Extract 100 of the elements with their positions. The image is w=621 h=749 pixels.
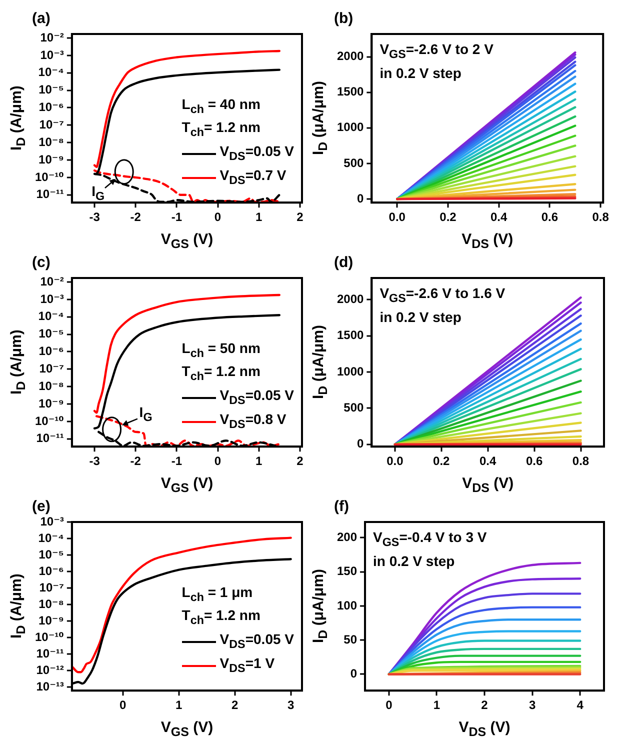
y-tick-label: 10⁻⁵ xyxy=(38,547,64,562)
annotation: T$_{ch}$= 1.2 nm xyxy=(182,606,262,630)
y-tick-label: 1500 xyxy=(336,84,364,99)
chart-title: (b) xyxy=(334,10,354,28)
annotation: L$_{ch}$ = 50 nm xyxy=(182,338,262,362)
x-tick-label: -1 xyxy=(171,210,182,224)
annotation: L$_{ch}$ = 1 μm xyxy=(182,582,254,606)
x-tick-label: 0 xyxy=(214,454,222,468)
x-tick-label: -1 xyxy=(171,454,182,468)
x-tick-label: 0.2 xyxy=(433,454,450,468)
chart-title: (d) xyxy=(334,254,354,272)
chart-title: (e) xyxy=(32,498,50,516)
y-tick-label: 10⁻³ xyxy=(40,292,64,306)
x-axis-title: V$_{GS}$ (V) xyxy=(160,474,214,497)
x-tick-label: 0.8 xyxy=(592,210,610,224)
annotation: L$_{ch}$ = 40 nm xyxy=(182,94,262,118)
x-tick-label: 3 xyxy=(528,698,536,712)
x-tick-label: 1 xyxy=(256,210,263,224)
x-tick-label: 1 xyxy=(256,454,263,468)
annotation: in 0.2 V step xyxy=(380,308,462,327)
legend-label: V$_{DS}$=0.7 V xyxy=(220,166,286,189)
x-tick-label: 1 xyxy=(433,698,440,712)
x-tick-label: 0.8 xyxy=(572,454,590,468)
y-tick-label: 0 xyxy=(350,666,358,681)
x-tick-label: 0 xyxy=(120,698,127,712)
x-tick-label: 4 xyxy=(576,698,584,712)
y-tick-label: 10⁻⁵ xyxy=(38,326,64,341)
annotation: in 0.2 V step xyxy=(373,552,456,571)
annotation: V$_{GS}$=-2.6 V to 2 V xyxy=(380,40,494,63)
y-tick-label: 2000 xyxy=(336,49,364,64)
y-tick-label: 10⁻³ xyxy=(40,514,64,528)
annotation: I$_{G}$ xyxy=(92,182,105,205)
annotation: T$_{ch}$= 1.2 nm xyxy=(182,362,262,386)
y-tick-label: 200 xyxy=(336,530,358,544)
x-axis-title: V$_{GS}$ (V) xyxy=(160,230,214,253)
y-tick-label: 10⁻⁴ xyxy=(38,530,64,545)
y-tick-label: 0 xyxy=(357,191,364,206)
y-tick-label: 10⁻⁹ xyxy=(38,152,64,166)
x-tick-label: 0.0 xyxy=(388,210,406,224)
y-tick-label: 10⁻⁹ xyxy=(38,396,64,410)
annotation: V$_{GS}$=-2.6 V to 1.6 V xyxy=(380,284,506,307)
legend-label: V$_{DS}$=0.05 V xyxy=(220,142,294,166)
x-tick-label: 0 xyxy=(386,698,393,712)
y-tick-label: 100 xyxy=(336,598,358,612)
x-tick-label: 2 xyxy=(481,698,488,712)
x-axis-title: V$_{GS}$ (V) xyxy=(160,718,214,741)
x-tick-label: -2 xyxy=(130,210,142,224)
y-tick-label: 10⁻⁸ xyxy=(38,134,64,149)
y-tick-label: 10⁻¹⁰ xyxy=(34,414,64,428)
y-tick-label: 10⁻³ xyxy=(40,48,64,62)
y-tick-label: 10⁻⁷ xyxy=(39,580,64,594)
x-axis-title: V$_{DS}$ (V) xyxy=(462,230,514,253)
legend-label: V$_{DS}$=0.05 V xyxy=(220,386,294,410)
y-tick-label: 1000 xyxy=(336,364,364,378)
y-tick-label: 500 xyxy=(344,400,364,415)
y-tick-label: 10⁻⁴ xyxy=(38,65,64,80)
y-tick-label: 10⁻¹² xyxy=(36,662,64,677)
x-tick-label: -2 xyxy=(130,454,142,468)
y-tick-label: 500 xyxy=(344,156,364,170)
x-tick-label: 0.4 xyxy=(480,454,497,468)
annotation: V$_{GS}$=-0.4 V to 3 V xyxy=(373,528,487,551)
x-tick-label: 0.2 xyxy=(440,210,457,224)
legend-label: V$_{DS}$=0.8 V xyxy=(220,410,286,433)
y-tick-label: 10⁻⁶ xyxy=(38,564,64,578)
annotation: T$_{ch}$= 1.2 nm xyxy=(182,118,262,142)
y-tick-label: 10⁻⁸ xyxy=(38,596,64,611)
y-tick-label: 10⁻⁷ xyxy=(39,117,64,132)
x-tick-label: 2 xyxy=(231,698,238,712)
y-tick-label: 10⁻⁶ xyxy=(38,100,64,114)
annotation: in 0.2 V step xyxy=(380,64,462,83)
y-tick-label: 10⁻¹³ xyxy=(36,679,64,694)
x-tick-label: 0 xyxy=(214,210,222,224)
legend-label: V$_{DS}$=1 V xyxy=(220,654,275,677)
chart-title: (c) xyxy=(32,254,50,272)
y-tick-label: 150 xyxy=(336,564,358,578)
y-tick-label: 10⁻⁴ xyxy=(38,309,64,324)
y-tick-label: 10⁻² xyxy=(40,30,64,44)
chart-title: (a) xyxy=(32,10,50,28)
y-tick-label: 0 xyxy=(357,436,364,451)
y-tick-label: 10⁻¹¹ xyxy=(36,646,64,660)
x-tick-label: 0.0 xyxy=(386,454,404,468)
x-tick-label: -3 xyxy=(89,454,100,468)
y-tick-label: 10⁻¹¹ xyxy=(36,187,64,202)
y-tick-label: 10⁻⁶ xyxy=(38,344,64,358)
y-tick-label: 10⁻¹⁰ xyxy=(34,170,64,184)
x-tick-label: -3 xyxy=(89,210,100,224)
y-tick-label: 10⁻⁹ xyxy=(38,613,64,628)
y-tick-label: 10⁻¹¹ xyxy=(36,431,64,446)
y-tick-label: 10⁻⁸ xyxy=(38,378,64,393)
annotation: I$_{G}$ xyxy=(139,403,152,426)
y-tick-label: 10⁻⁷ xyxy=(39,361,64,376)
x-tick-label: 0.6 xyxy=(541,210,558,224)
legend-label: V$_{DS}$=0.05 V xyxy=(220,630,294,654)
y-tick-label: 1000 xyxy=(336,120,364,134)
y-tick-label: 10⁻⁵ xyxy=(38,82,64,97)
y-tick-label: 10⁻² xyxy=(40,274,64,288)
y-tick-label: 10⁻¹⁰ xyxy=(34,630,64,644)
x-tick-label: 2 xyxy=(296,210,304,224)
y-tick-label: 1500 xyxy=(336,328,364,342)
y-tick-label: 2000 xyxy=(336,292,364,306)
